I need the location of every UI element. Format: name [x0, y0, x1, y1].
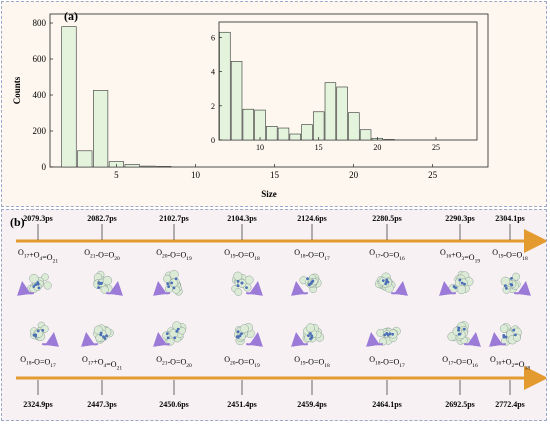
bottom-cluster-7 — [447, 321, 481, 347]
top-cluster-8 — [500, 272, 531, 296]
inset-xtick-label-10: 10 — [256, 143, 264, 152]
top-time-label-8: 2304.1ps — [495, 214, 525, 223]
inset-bar-15 — [312, 111, 325, 141]
inset-ytick-label-4: 4 — [211, 68, 215, 77]
main-ytick-label-400: 400 — [33, 90, 47, 100]
bottom-time-label-5: 2459.4ps — [297, 400, 327, 409]
bottom-time-label-8: 2772.4ps — [495, 400, 525, 409]
top-reaction-6: O17-O=O16 — [369, 248, 405, 262]
inset-bar-21 — [383, 139, 395, 141]
inset-bar-19 — [359, 129, 372, 141]
bottom-cluster-2 — [81, 324, 114, 347]
inset-bar-18 — [348, 112, 360, 141]
main-ytick-label-600: 600 — [33, 54, 47, 64]
inset-bar-8 — [230, 61, 243, 141]
bottom-time-label-1: 2324.9ps — [23, 400, 53, 409]
panel-b: (b) 2079.3ps O17+O4=O21 O18-O=O17 2324.9ps 2… — [1, 209, 548, 421]
top-cluster-4 — [231, 271, 263, 296]
top-time-label-3: 2102.7ps — [159, 214, 189, 223]
bottom-cluster-1 — [30, 321, 59, 347]
top-cluster-3 — [153, 269, 183, 296]
top-reaction-3: O20-O=O19 — [156, 248, 192, 262]
top-cluster-5 — [291, 273, 322, 296]
bottom-reaction-3: O21-O=O20 — [156, 355, 192, 369]
main-ytick-label-200: 200 — [33, 126, 47, 136]
inset-bar-7 — [219, 31, 231, 141]
top-cluster-7 — [439, 270, 474, 296]
bottom-time-label-4: 2451.4ps — [227, 400, 257, 409]
main-bar-6 — [124, 164, 140, 168]
main-bar-4 — [93, 90, 109, 168]
bottom-reaction-6: O18-O=O17 — [369, 355, 405, 369]
bottom-reaction-5: O19-O=O18 — [294, 355, 330, 369]
inset-bar-13 — [289, 133, 301, 141]
panel-b-label: (b) — [10, 215, 25, 229]
main-xtick-label-10: 10 — [191, 170, 201, 180]
inset-bar-10 — [254, 109, 266, 141]
top-time-label-6: 2280.5ps — [372, 214, 402, 223]
main-xtick-label-20: 20 — [349, 170, 359, 180]
main-xtick-label-25: 25 — [428, 170, 438, 180]
inset-xtick-label-15: 15 — [315, 143, 323, 152]
top-cluster-2 — [93, 270, 123, 296]
inset-ytick-label-0: 0 — [211, 136, 215, 145]
main-xtick-label-5: 5 — [114, 170, 119, 180]
bottom-time-label-7: 2692.5ps — [445, 400, 475, 409]
bottom-cluster-4 — [233, 322, 263, 347]
inset-xtick-label-20: 20 — [373, 143, 381, 152]
top-reaction-1: O17+O4=O21 — [18, 248, 58, 265]
inset-ytick-label-2: 2 — [211, 102, 215, 111]
inset-bar-11 — [266, 126, 278, 141]
top-reaction-8: O19-O=O18 — [492, 248, 528, 262]
panel-a-label: (a) — [64, 9, 78, 23]
bottom-reaction-1: O18-O=O17 — [20, 355, 56, 369]
main-ylabel: Counts — [12, 76, 22, 104]
top-time-label-1: 2079.3ps — [23, 214, 53, 223]
bottom-reaction-4: O20-O=O19 — [224, 355, 260, 369]
bottom-time-label-6: 2464.1ps — [372, 400, 402, 409]
panel-a: (a) 0 200 400 600 800 5 10 15 20 25 Size Counts 0 2 4 6… — [1, 1, 547, 207]
main-bar-2 — [61, 26, 77, 168]
bottom-time-label-3: 2450.6ps — [159, 400, 189, 409]
top-reaction-7: O16+O3=O19 — [440, 248, 480, 265]
bottom-cluster-5 — [291, 323, 325, 347]
bottom-cluster-3 — [153, 321, 187, 347]
top-time-label-4: 2104.3ps — [227, 214, 257, 223]
inset-bar-17 — [336, 86, 348, 141]
inset-xtick-label-25: 25 — [432, 143, 440, 152]
size-histogram-chart: 0 200 400 600 800 5 10 15 20 25 Size Counts 0 2 4 6 10 15… — [12, 13, 489, 199]
inset-bar-16 — [324, 82, 337, 141]
top-time-label-7: 2290.3ps — [445, 214, 475, 223]
inset-bar-9 — [242, 108, 255, 141]
main-bar-3 — [77, 150, 93, 168]
top-time-label-5: 2124.6ps — [297, 214, 327, 223]
main-bar-8 — [156, 166, 172, 168]
inset-bar-12 — [277, 127, 290, 141]
main-bar-7 — [140, 165, 156, 168]
top-time-label-2: 2082.7ps — [87, 214, 117, 223]
inset-group: 0 2 4 6 10 15 20 25 — [211, 21, 478, 152]
top-reaction-2: O21-O=O20 — [84, 248, 120, 262]
top-cluster-6 — [374, 272, 408, 296]
bottom-cluster-6 — [366, 326, 401, 347]
inset-ytick-label-6: 6 — [211, 33, 215, 42]
main-ytick-label-0: 0 — [42, 162, 47, 172]
bottom-reaction-2: O17+O4=O21 — [82, 355, 122, 372]
main-xtick-label-15: 15 — [270, 170, 280, 180]
bottom-reaction-7: O17-O=O16 — [442, 355, 478, 369]
top-reaction-4: O19-O=O18 — [224, 248, 260, 262]
top-cluster-1 — [17, 273, 52, 296]
top-reaction-5: O18-O=O17 — [294, 248, 330, 262]
main-ytick-label-800: 800 — [33, 18, 47, 28]
bottom-cluster-8 — [489, 323, 522, 347]
reaction-timeline: 2079.3ps O17+O4=O21 O18-O=O17 2324.9ps 2082.… — [16, 214, 548, 409]
bottom-time-label-2: 2447.3ps — [87, 400, 117, 409]
inset-bar-14 — [301, 124, 313, 141]
main-xlabel: Size — [261, 189, 277, 199]
bottom-reaction-8: O16+O2=O18 — [490, 355, 530, 372]
